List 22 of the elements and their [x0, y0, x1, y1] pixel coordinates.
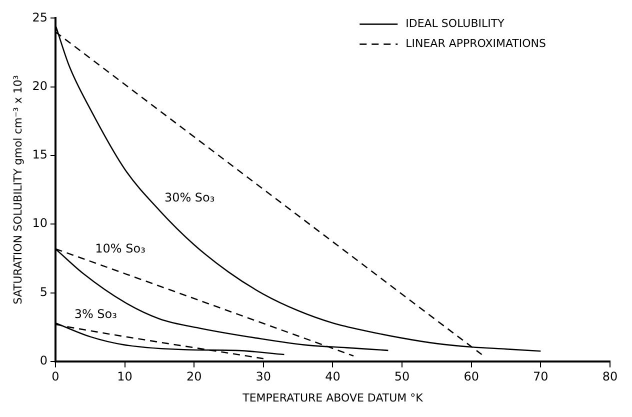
y-tick-label: 15: [32, 148, 48, 162]
y-tick-label: 20: [32, 78, 48, 93]
x-tick-label: 30: [256, 370, 272, 384]
x-tick-label: 60: [464, 370, 480, 384]
x-tick-label: 70: [533, 370, 548, 384]
y-tick-label: 25: [32, 10, 48, 24]
y-tick-label: 0: [40, 354, 48, 368]
annotation: 10% So₃: [95, 241, 146, 256]
y-tick-label: 5: [40, 284, 48, 299]
annotation: 30% So₃: [164, 190, 215, 205]
legend-label: IDEAL SOLUBILITY: [406, 17, 505, 30]
x-tick-label: 20: [186, 370, 202, 384]
legend-label: LINEAR APPROXIMATIONS: [406, 37, 546, 50]
x-tick-label: 40: [325, 370, 340, 384]
y-axis-title: SATURATION SOLUBILITY gmol cm⁻³ x 10³: [11, 75, 24, 304]
annotation: 3% So₃: [74, 307, 118, 322]
x-tick-label: 50: [394, 370, 410, 384]
x-tick-label: 80: [602, 370, 618, 384]
x-axis-title: TEMPERATURE ABOVE DATUM °K: [242, 391, 424, 404]
x-tick-label: 0: [52, 370, 60, 384]
x-tick-label: 10: [117, 370, 132, 384]
y-tick-label: 10: [32, 216, 48, 230]
